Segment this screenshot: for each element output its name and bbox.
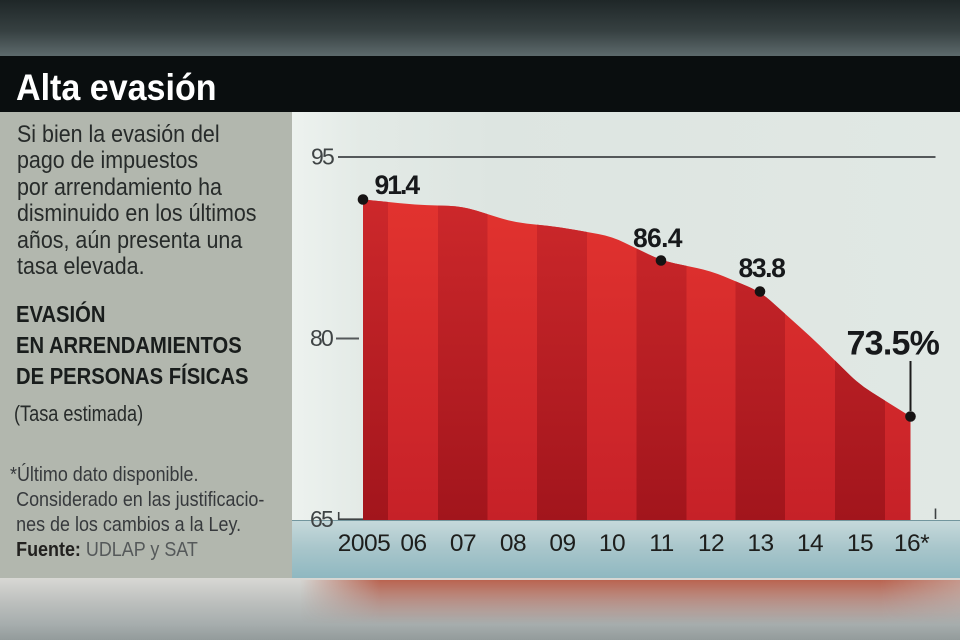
svg-text:10: 10	[599, 530, 625, 557]
svg-text:08: 08	[500, 530, 526, 557]
svg-text:12: 12	[698, 530, 724, 557]
svg-text:95: 95	[311, 144, 334, 170]
svg-text:14: 14	[797, 530, 823, 557]
svg-text:86.4: 86.4	[633, 223, 683, 253]
svg-text:11: 11	[649, 530, 673, 557]
svg-text:06: 06	[400, 530, 426, 557]
svg-text:16*: 16*	[894, 530, 930, 557]
svg-text:83.8: 83.8	[739, 253, 786, 283]
svg-text:07: 07	[450, 530, 476, 557]
svg-text:15: 15	[847, 530, 873, 557]
svg-text:80: 80	[310, 325, 333, 351]
svg-text:2005: 2005	[338, 530, 391, 557]
svg-text:09: 09	[549, 530, 575, 557]
svg-text:73.5%: 73.5%	[847, 325, 940, 363]
svg-text:13: 13	[747, 530, 773, 557]
svg-text:91.4: 91.4	[375, 170, 421, 200]
svg-text:65: 65	[310, 506, 333, 532]
